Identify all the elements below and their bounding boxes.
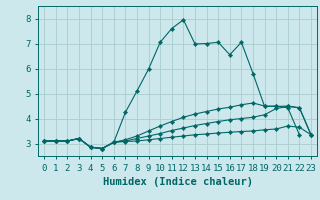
X-axis label: Humidex (Indice chaleur): Humidex (Indice chaleur) <box>103 177 252 187</box>
